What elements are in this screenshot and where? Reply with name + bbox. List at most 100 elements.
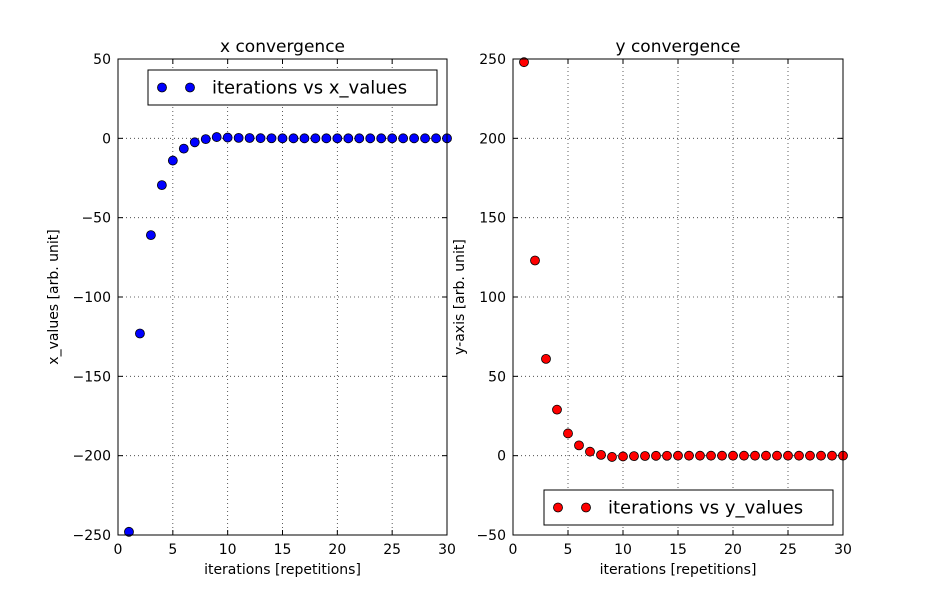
x-tick-label: 5	[168, 542, 177, 558]
tick-labels: 0 5 10 15 20 25 30 −250 −200 −150 −100 −50 0 50	[73, 52, 456, 558]
data-points	[124, 132, 452, 537]
data-point	[805, 450, 815, 461]
data-point	[673, 450, 683, 461]
data-point	[211, 132, 222, 142]
data-point	[145, 230, 156, 241]
y-tick-label: −250	[73, 528, 111, 544]
y-tick-label: 50	[93, 52, 111, 68]
data-point	[167, 155, 178, 166]
data-point	[651, 450, 661, 461]
data-point	[563, 428, 573, 439]
x-tick-label: 30	[438, 542, 456, 558]
data-point	[288, 133, 299, 144]
data-point	[332, 133, 343, 144]
y-tick-label: −200	[73, 449, 111, 465]
legend: iterations vs x_values	[147, 69, 438, 106]
data-point	[541, 353, 551, 364]
data-point	[343, 133, 354, 144]
data-point	[662, 450, 672, 461]
data-point	[816, 450, 826, 461]
data-point	[772, 450, 782, 461]
y-axis-label: y-axis [arb. unit]	[452, 239, 468, 355]
legend-marker	[553, 502, 563, 513]
data-point	[354, 133, 365, 144]
y-axis-label: x_values [arb. unit]	[46, 229, 62, 364]
data-point	[299, 133, 310, 144]
y-tick-label: 0	[102, 131, 111, 147]
x-tick-label: 10	[219, 542, 237, 558]
legend-box	[147, 69, 438, 106]
x-tick-label: 0	[509, 542, 518, 558]
data-point	[124, 526, 134, 537]
x-tick-label: 0	[114, 542, 123, 558]
data-point	[365, 133, 376, 144]
legend-label: iterations vs x_values	[212, 78, 407, 99]
data-point	[596, 449, 606, 460]
data-point	[387, 133, 398, 144]
legend-label: iterations vs y_values	[608, 498, 803, 519]
data-point	[255, 133, 266, 144]
data-point	[321, 133, 332, 144]
chart-title: x convergence	[220, 37, 345, 57]
legend-marker	[157, 82, 167, 93]
plot-frame	[512, 58, 844, 536]
x-axis-label: iterations [repetitions]	[600, 562, 757, 578]
y-tick-label: −50	[81, 211, 111, 227]
data-point	[420, 133, 430, 144]
data-points	[519, 57, 848, 462]
data-point	[728, 450, 738, 461]
x-tick-label: 15	[274, 542, 292, 558]
data-point	[640, 451, 650, 461]
data-point	[706, 450, 716, 461]
data-point	[431, 133, 441, 144]
data-point	[266, 133, 277, 144]
x-axis-label: iterations [repetitions]	[204, 562, 361, 578]
x-tick-label: 30	[834, 542, 852, 558]
data-point	[530, 255, 540, 266]
data-point	[695, 450, 705, 461]
data-point	[376, 133, 387, 144]
data-point	[552, 404, 562, 415]
data-point	[783, 450, 793, 461]
data-point	[398, 133, 409, 144]
x-convergence-chart: 0 5 10 15 20 25 30 −250 −200 −150 −100 −50 0 50 x con…	[46, 37, 456, 578]
data-point	[277, 133, 288, 144]
y-tick-label: −50	[476, 528, 506, 544]
x-tick-label: 25	[383, 542, 401, 558]
data-point	[135, 328, 145, 339]
legend: iterations vs y_values	[543, 489, 834, 526]
data-point	[794, 450, 804, 461]
y-tick-label: −100	[73, 290, 111, 306]
data-point	[607, 452, 617, 462]
legend-box	[543, 489, 834, 526]
data-point	[244, 133, 255, 143]
data-point	[827, 450, 837, 461]
legend-marker	[185, 82, 195, 93]
data-point	[310, 133, 321, 144]
plot-frame	[117, 58, 448, 536]
x-tick-label: 20	[328, 542, 346, 558]
y-tick-label: 0	[497, 449, 506, 465]
data-point	[156, 180, 167, 191]
data-point	[409, 133, 420, 144]
x-tick-label: 20	[724, 542, 742, 558]
data-point	[200, 134, 211, 145]
y-tick-label: 150	[479, 211, 506, 227]
data-point	[189, 137, 200, 148]
data-point	[761, 450, 771, 461]
x-tick-label: 25	[779, 542, 797, 558]
data-point	[739, 450, 749, 461]
y-tick-label: −150	[73, 369, 111, 385]
x-tick-label: 10	[614, 542, 632, 558]
y-tick-label: 100	[479, 290, 506, 306]
x-tick-label: 5	[564, 542, 573, 558]
chart-title: y convergence	[615, 37, 740, 57]
y-tick-label: 200	[479, 131, 506, 147]
data-point	[233, 132, 244, 143]
data-point	[519, 57, 529, 68]
data-point	[717, 450, 727, 461]
data-point	[629, 451, 639, 462]
